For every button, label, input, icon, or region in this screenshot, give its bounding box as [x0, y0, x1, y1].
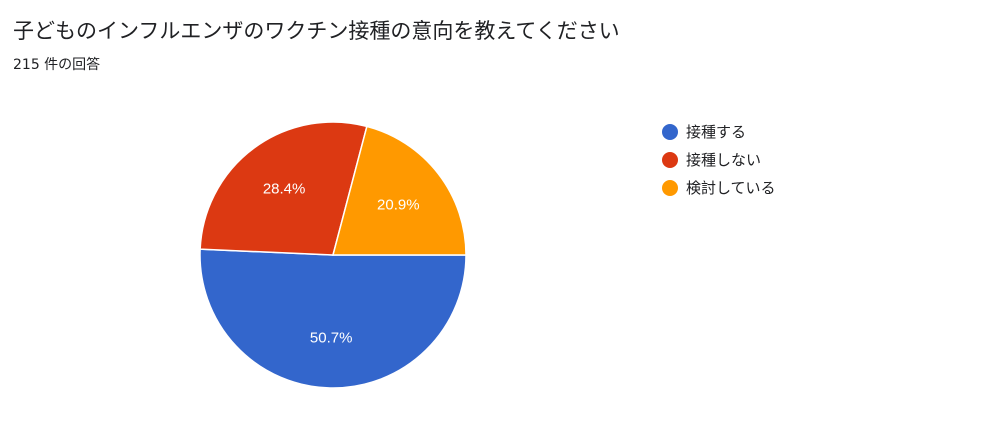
legend: 接種する 接種しない 検討している — [662, 118, 776, 202]
slice-label-0: 50.7% — [310, 329, 353, 346]
slice-label-2: 20.9% — [377, 197, 420, 214]
pie-slice-0[interactable] — [199, 248, 467, 389]
legend-item-0[interactable]: 接種する — [662, 118, 776, 146]
legend-swatch-icon — [662, 180, 678, 196]
legend-item-2[interactable]: 検討している — [662, 174, 776, 202]
legend-swatch-icon — [662, 124, 678, 140]
pie-slice-1[interactable] — [199, 121, 368, 256]
chart-title: 子どものインフルエンザのワクチン接種の意向を教えてください — [13, 19, 620, 43]
response-count: 215 件の回答 — [13, 57, 101, 73]
pie-slice-labels: 50.7% 28.4% 20.9% — [263, 181, 420, 347]
legend-swatch-icon — [662, 152, 678, 168]
slice-label-1: 28.4% — [263, 181, 306, 198]
pie-slice-2[interactable] — [332, 125, 467, 256]
pie-slices — [199, 121, 467, 389]
legend-label: 接種しない — [686, 151, 762, 169]
legend-label: 接種する — [686, 123, 747, 141]
legend-item-1[interactable]: 接種しない — [662, 146, 776, 174]
legend-label: 検討している — [686, 179, 776, 197]
